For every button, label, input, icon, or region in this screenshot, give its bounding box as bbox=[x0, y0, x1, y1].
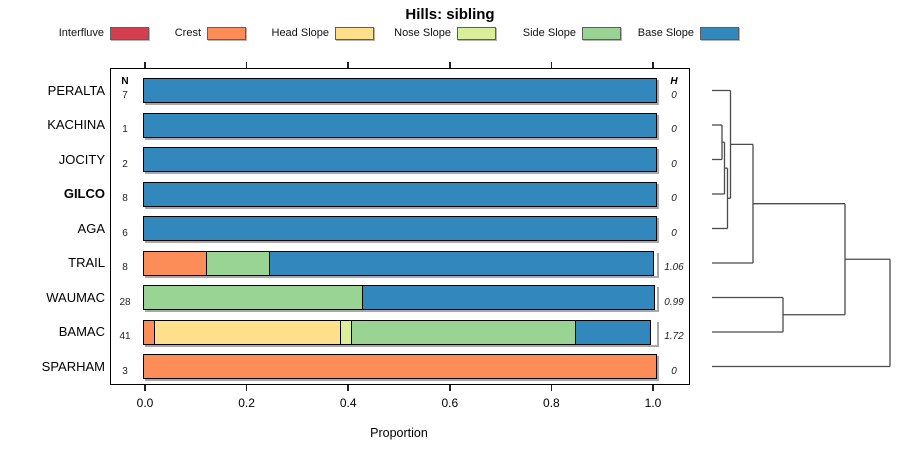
bar-segment bbox=[575, 319, 651, 345]
x-axis-label: Proportion bbox=[370, 426, 428, 440]
stacked-bar bbox=[143, 319, 657, 345]
row-label: AGA bbox=[77, 220, 105, 236]
legend-swatch bbox=[110, 27, 149, 40]
bar-segment bbox=[143, 112, 657, 138]
axis-tick-bottom bbox=[347, 385, 349, 391]
stacked-bar bbox=[143, 181, 657, 207]
bar-segment bbox=[143, 285, 364, 310]
row-label: SPARHAM bbox=[41, 358, 105, 374]
bar-segment bbox=[268, 250, 654, 276]
n-value: 1 bbox=[122, 124, 128, 135]
h-value: 0 bbox=[671, 227, 677, 239]
row-label: TRAIL bbox=[68, 255, 105, 270]
stacked-bar bbox=[143, 147, 657, 172]
n-value: 41 bbox=[119, 331, 131, 342]
axis-tick-bottom bbox=[245, 385, 248, 391]
row-label: GILCO bbox=[63, 186, 105, 201]
axis-tick-top bbox=[449, 62, 451, 68]
bar-segment bbox=[143, 147, 657, 172]
bar-segment bbox=[143, 354, 657, 379]
row-label: KACHINA bbox=[47, 117, 105, 132]
chart-title: Hills: sibling bbox=[405, 6, 495, 23]
legend-swatch bbox=[457, 27, 496, 40]
legend-label: Nose Slope bbox=[394, 27, 451, 39]
stacked-bar bbox=[143, 250, 657, 276]
h-column-header: H bbox=[670, 76, 678, 87]
h-value: 0.99 bbox=[664, 296, 684, 308]
bar-segment bbox=[351, 319, 577, 345]
axis-tick-bottom bbox=[550, 385, 553, 391]
axis-tick-top bbox=[347, 62, 349, 68]
stacked-bar bbox=[143, 285, 657, 310]
h-value: 0 bbox=[671, 124, 677, 135]
legend-label: Base Slope bbox=[637, 27, 694, 39]
row-label: BAMAC bbox=[58, 324, 105, 339]
axis-tick-bottom bbox=[652, 385, 654, 391]
bar-segment bbox=[362, 285, 656, 310]
n-column-header: N bbox=[121, 76, 129, 87]
bar-segment bbox=[205, 250, 270, 276]
row-label: WAUMAC bbox=[46, 289, 105, 305]
legend-swatch bbox=[207, 27, 246, 40]
n-value: 6 bbox=[122, 227, 128, 239]
stacked-bar bbox=[143, 354, 657, 379]
n-value: 8 bbox=[122, 262, 128, 273]
axis-tick-label: 0.6 bbox=[441, 396, 459, 410]
n-value: 7 bbox=[122, 89, 128, 101]
legend-label: Interfluve bbox=[58, 27, 104, 39]
axis-tick-top bbox=[652, 62, 654, 68]
n-value: 28 bbox=[119, 296, 131, 308]
legend-swatch bbox=[700, 27, 739, 40]
axis-tick-label: 0.4 bbox=[339, 396, 357, 410]
row-label: JOCITY bbox=[58, 151, 105, 167]
h-value: 0 bbox=[671, 193, 677, 204]
axis-tick-top bbox=[550, 62, 553, 68]
bar-segment bbox=[143, 216, 657, 241]
stacked-bar bbox=[143, 78, 657, 103]
legend-swatch bbox=[582, 27, 621, 40]
n-value: 2 bbox=[122, 158, 128, 170]
axis-tick-top bbox=[144, 62, 146, 68]
axis-tick-label: 1.0 bbox=[644, 396, 662, 410]
n-value: 3 bbox=[122, 365, 128, 377]
axis-tick-bottom bbox=[144, 385, 146, 391]
axis-tick-label: 0.2 bbox=[238, 396, 255, 410]
h-value: 1.72 bbox=[664, 331, 684, 342]
bar-segment bbox=[143, 78, 657, 103]
axis-tick-label: 0.0 bbox=[136, 396, 154, 410]
bar-segment bbox=[153, 319, 342, 345]
legend-label: Side Slope bbox=[522, 27, 576, 39]
axis-tick-label: 0.8 bbox=[543, 396, 560, 410]
stacked-bar bbox=[143, 216, 657, 241]
row-label: PERALTA bbox=[47, 82, 105, 98]
legend-label: Crest bbox=[174, 27, 201, 39]
h-value: 0 bbox=[671, 158, 677, 170]
axis-tick-top bbox=[245, 62, 248, 68]
bar-segment bbox=[143, 181, 657, 207]
h-value: 0 bbox=[671, 89, 677, 101]
bar-segment bbox=[143, 250, 208, 276]
h-value: 0 bbox=[671, 365, 677, 377]
legend-swatch bbox=[335, 27, 374, 40]
stacked-bar bbox=[143, 112, 657, 138]
n-value: 8 bbox=[122, 193, 128, 204]
axis-tick-bottom bbox=[449, 385, 451, 391]
h-value: 1.06 bbox=[664, 262, 684, 273]
legend-label: Head Slope bbox=[271, 27, 330, 39]
